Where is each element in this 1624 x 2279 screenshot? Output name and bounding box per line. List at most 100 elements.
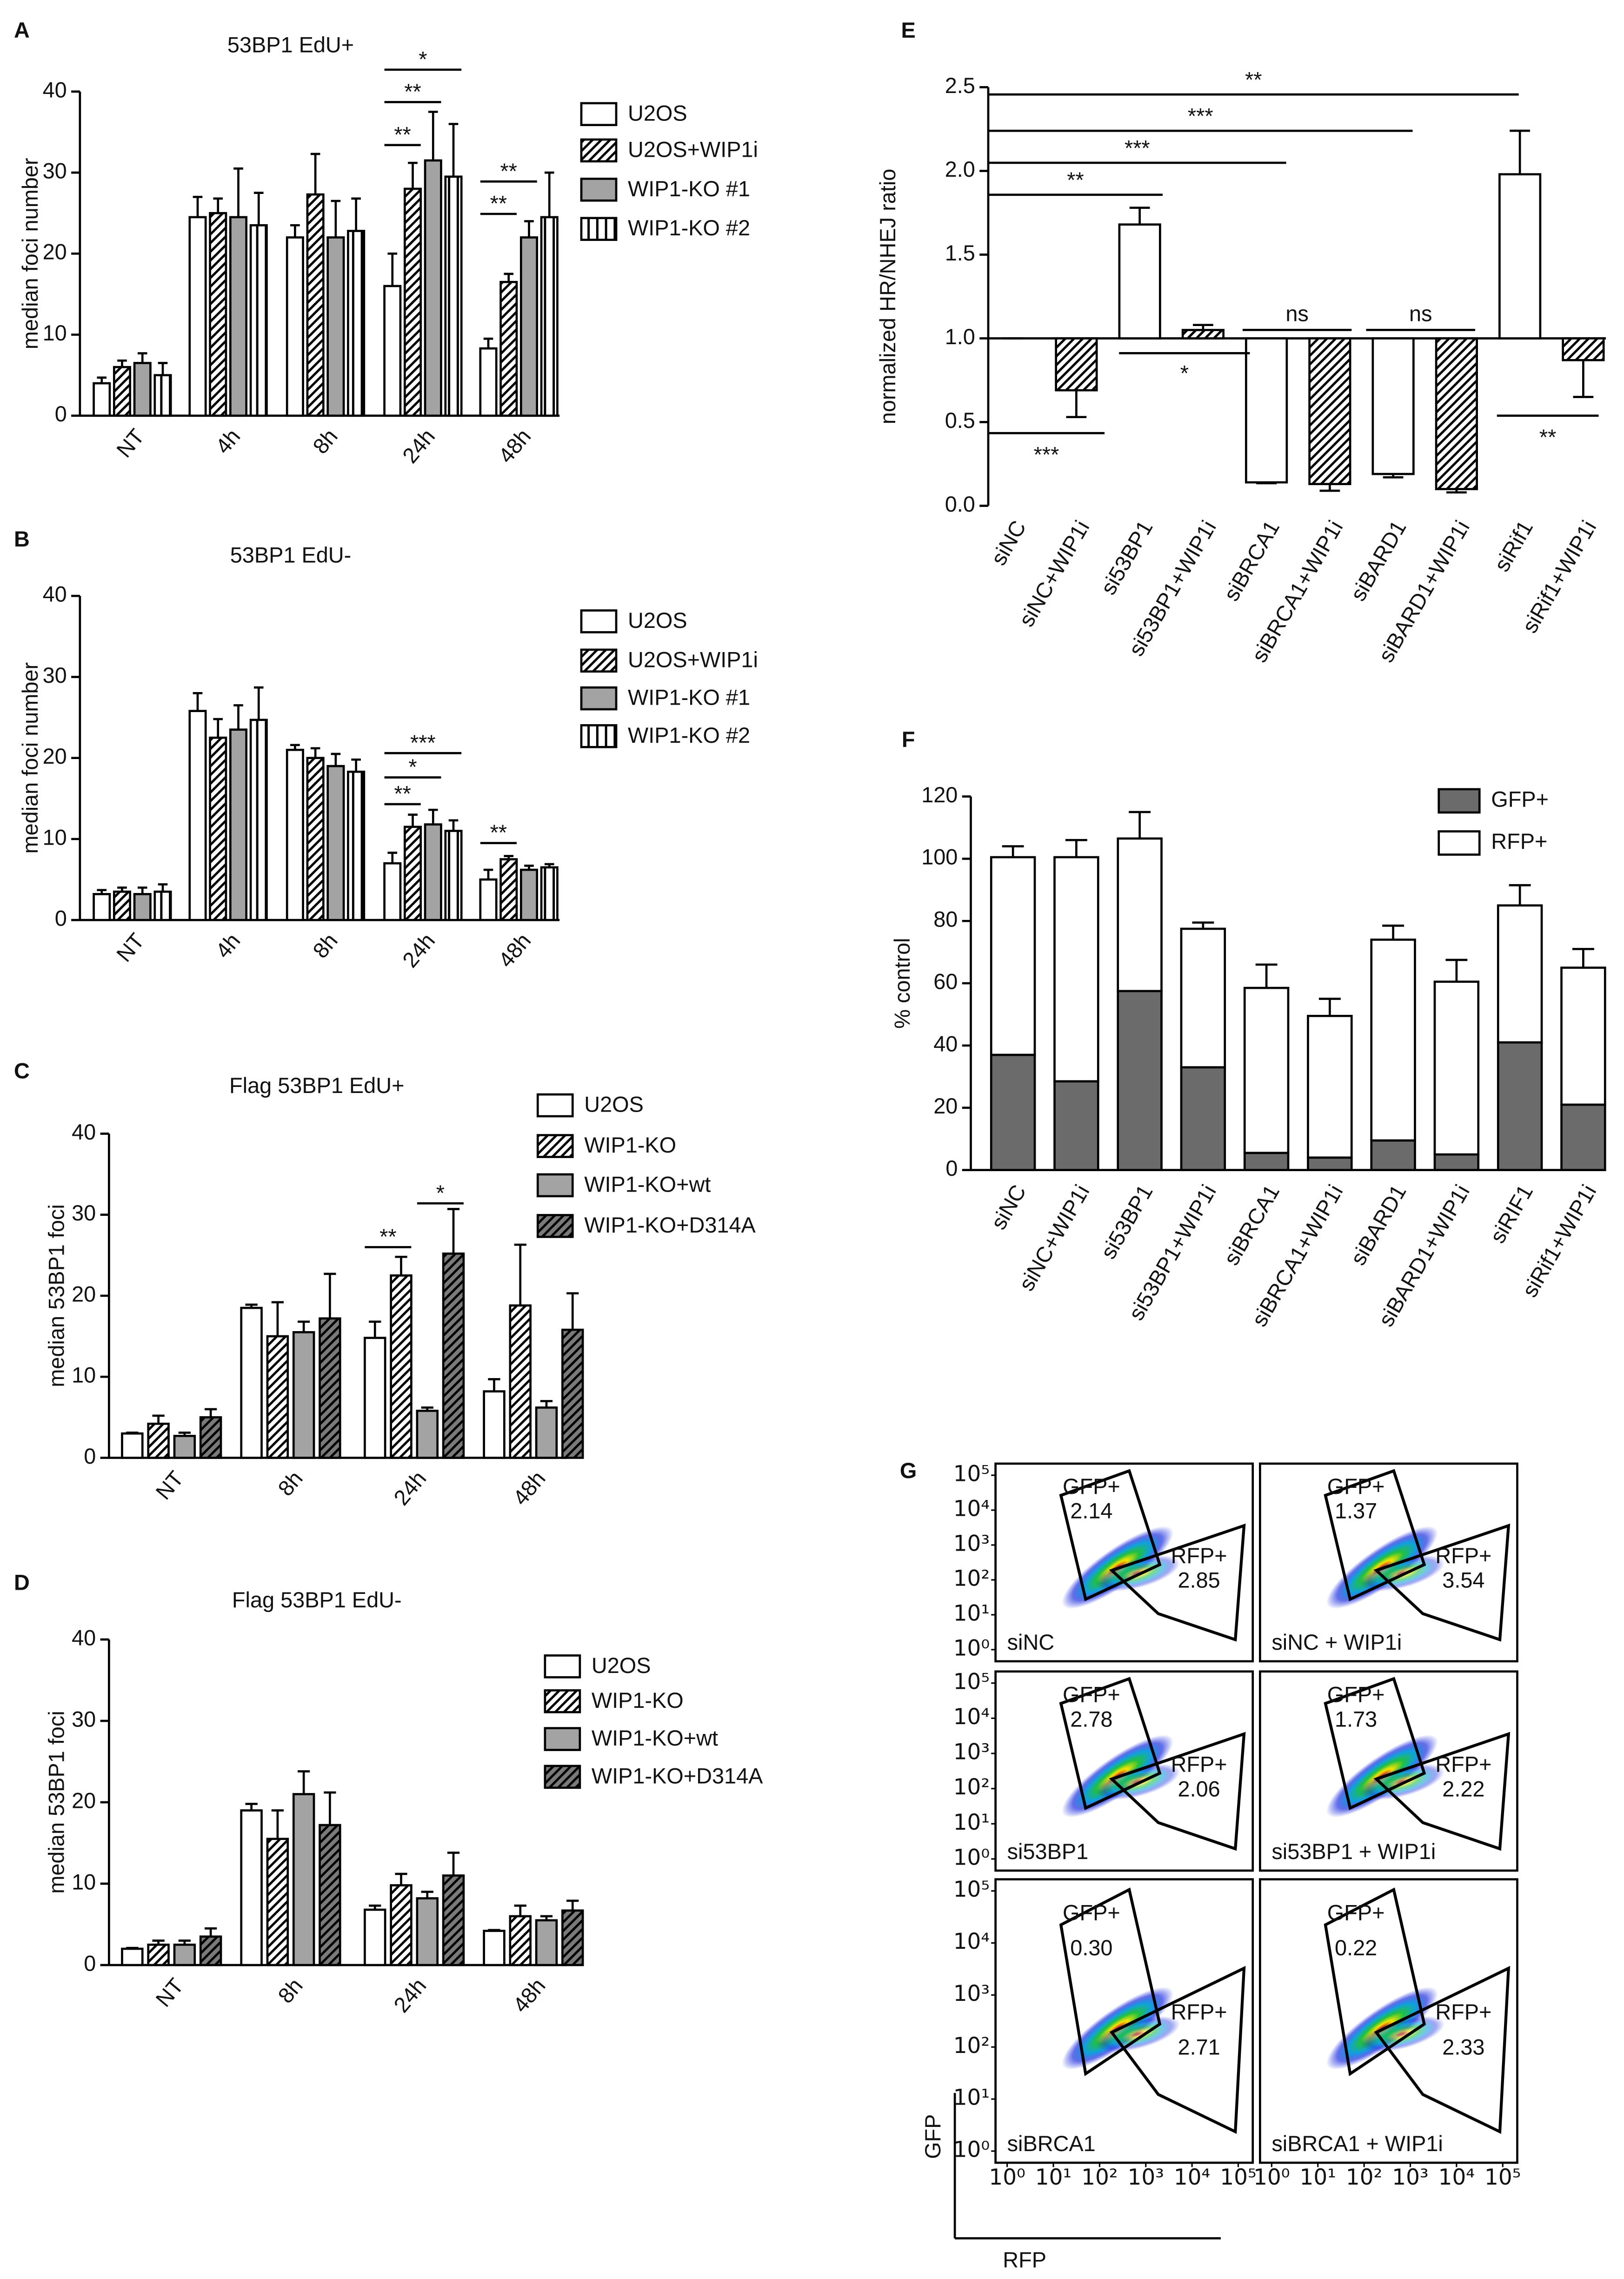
bar	[93, 893, 111, 921]
legend-swatch	[580, 102, 618, 127]
significance-label: **	[1539, 425, 1556, 449]
bar-segment	[1433, 980, 1480, 1156]
bar	[326, 765, 345, 921]
y-tick-label: 10⁰	[953, 1635, 990, 1661]
bar-segment	[1370, 939, 1416, 1142]
bar	[306, 193, 325, 417]
y-tick-label: 10⁵	[953, 1669, 990, 1694]
x-tick-label: NT	[151, 1466, 188, 1504]
y-tick-label: 1.5	[945, 241, 975, 265]
gate	[1374, 1966, 1511, 2134]
x-tick-label: NT	[112, 424, 149, 462]
significance-label: **	[1245, 67, 1262, 92]
bar	[121, 1947, 144, 1966]
x-tick-label: 8h	[308, 424, 342, 458]
bar	[153, 374, 172, 417]
bar	[286, 236, 304, 417]
y-tick-label: 80	[933, 907, 958, 932]
bar	[306, 757, 325, 921]
y-tick-label: 10	[72, 1363, 96, 1387]
x-tick-label: 8h	[273, 1973, 307, 2007]
panel-label: siBRCA1 + WIP1i	[1271, 2132, 1443, 2156]
bar	[249, 224, 268, 417]
gate	[1324, 1469, 1426, 1601]
y-tick-label: 10²	[953, 1774, 990, 1800]
y-tick-label: 10	[72, 1870, 96, 1894]
y-tick-label: 10⁵	[953, 1877, 990, 1902]
bar	[347, 770, 366, 921]
x-tick-label: 10⁵	[1220, 2165, 1256, 2190]
y-tick-label: 0	[945, 1156, 958, 1180]
legend-label: WIP1-KO+D314A	[584, 1213, 756, 1237]
y-tick-label: 10	[43, 825, 67, 849]
significance-label: **	[500, 159, 517, 183]
y-axis-label: median 53BP1 foci	[44, 1711, 68, 1893]
bar	[499, 858, 518, 921]
bar	[93, 382, 111, 417]
gate-value: 2.06	[1178, 1777, 1220, 1801]
panel-letter: D	[14, 1571, 30, 1595]
chart-title: Flag 53BP1 EdU-	[232, 1588, 402, 1612]
bar-segment	[1497, 904, 1543, 1044]
panel-letter: F	[902, 727, 915, 752]
bar	[383, 285, 402, 417]
y-tick-label: 10³	[953, 1981, 990, 2006]
y-tick-label: 10⁰	[953, 1845, 990, 1870]
gate	[1324, 1677, 1426, 1810]
bar-segment	[1307, 1156, 1353, 1171]
legend-label: WIP1-KO	[592, 1688, 684, 1713]
legend-swatch	[580, 686, 618, 711]
x-tick-label: 48h	[508, 1973, 550, 2017]
panel-letter: A	[14, 18, 30, 42]
x-tick-label: 8h	[273, 1466, 307, 1500]
significance-label: *	[1180, 361, 1189, 386]
bar	[266, 1335, 289, 1459]
legend-label: U2OS	[628, 608, 687, 633]
legend-swatch	[536, 1214, 574, 1238]
gate	[1059, 1887, 1162, 2077]
y-tick-label: 10¹	[953, 1810, 990, 1835]
significance-label: ns	[1409, 301, 1432, 326]
gate-name: RFP+	[1171, 1752, 1227, 1776]
x-tick-label: 10⁰	[1253, 2165, 1290, 2190]
panel-letter: B	[14, 527, 30, 551]
y-tick-label: 60	[933, 969, 958, 993]
bar	[199, 1416, 222, 1459]
legend-swatch	[544, 1765, 581, 1789]
y-tick-label: 20	[933, 1094, 958, 1118]
legend-label: WIP1-KO #1	[628, 686, 750, 710]
gate-name: RFP+	[1435, 1752, 1491, 1776]
bar	[229, 728, 248, 921]
y-tick-label: 30	[72, 1707, 96, 1731]
y-axis-label: GFP	[921, 2114, 945, 2159]
gate	[1373, 1732, 1511, 1851]
significance-label: ***	[1125, 136, 1150, 160]
gate-value: 2.85	[1178, 1568, 1220, 1593]
bar	[173, 1434, 196, 1459]
legend-swatch	[580, 138, 618, 163]
gate-name: RFP+	[1435, 2000, 1491, 2024]
gate-value: 2.33	[1442, 2035, 1484, 2059]
bar	[113, 366, 132, 417]
x-tick-label: 10⁴	[1438, 2165, 1475, 2190]
y-axis-label: % control	[890, 938, 914, 1028]
legend-label: WIP1-KO #2	[628, 216, 750, 240]
bar	[249, 719, 268, 921]
bar	[188, 710, 207, 921]
chart-title: 53BP1 EdU+	[227, 33, 354, 57]
gate	[1059, 1469, 1162, 1601]
bar	[133, 362, 152, 417]
bar	[209, 212, 227, 417]
bar	[444, 830, 463, 921]
bar	[1435, 337, 1478, 490]
legend-swatch	[544, 1727, 581, 1751]
significance-label: ***	[410, 731, 436, 755]
legend-swatch	[1438, 788, 1481, 814]
gate	[1109, 1966, 1246, 2134]
gate-value: 3.54	[1442, 1568, 1484, 1593]
gate-value: 1.73	[1335, 1707, 1377, 1731]
panel-letter: G	[900, 1459, 917, 1483]
bar	[519, 868, 539, 921]
legend-swatch	[580, 724, 618, 748]
bar	[364, 1337, 386, 1459]
